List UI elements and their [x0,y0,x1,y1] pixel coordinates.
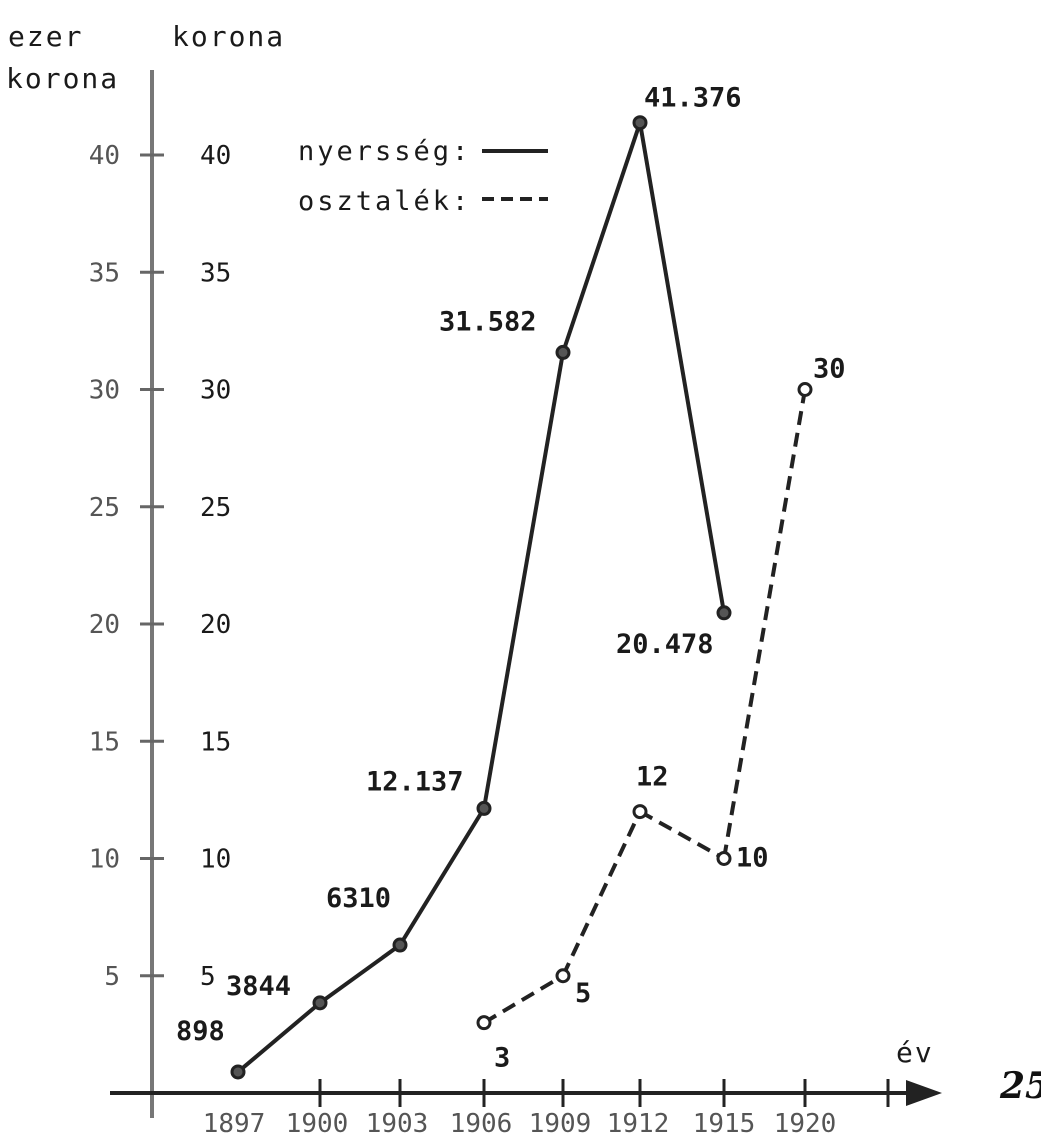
data-point [392,937,408,953]
series-nyersseg [230,115,732,1080]
data-point [632,115,648,131]
y-tick-label-right: 20 [200,610,231,640]
series-osztalek [476,382,813,1031]
data-label-osztalek: 5 [575,978,591,1009]
right-axis-label: korona [172,20,285,53]
data-label-nyersseg: 898 [176,1016,225,1047]
data-point [555,968,571,984]
y-tick-label-left: 20 [89,610,120,640]
data-point [312,995,328,1011]
data-label-nyersseg: 3844 [226,971,291,1002]
series-segment [236,1001,322,1074]
x-tick-label: 1903 [366,1109,429,1133]
x-tick-label: 1906 [450,1109,513,1133]
data-point [476,800,492,816]
x-axis-label: év [896,1036,934,1069]
y-tick-label-left: 25 [89,493,120,523]
data-point [230,1064,246,1080]
y-tick-label-right: 35 [200,258,231,288]
data-label-nyersseg: 12.137 [366,766,464,797]
left-axis-label-line1: ezer [8,20,83,53]
series-segment [639,809,725,861]
series-segment [482,352,565,809]
data-point [555,344,571,360]
y-tick-label-left: 5 [104,962,120,992]
data-point [476,1015,492,1031]
y-tick-label-left: 15 [89,727,120,757]
y-tick-label-right: 25 [200,493,231,523]
left-axis-label-line2: korona [6,62,119,95]
series-segment [561,810,642,977]
y-axis-ticks: 5 5 10 10 15 15 20 20 25 25 30 30 35 35 40 40 [89,141,232,992]
x-tick-label: 1915 [693,1109,756,1133]
y-tick-label-left: 10 [89,845,120,875]
x-tick-label: 1920 [774,1109,837,1133]
data-label-osztalek: 10 [736,843,769,874]
y-tick-label-left: 30 [89,376,120,406]
y-tick-label-left: 40 [89,141,120,171]
y-tick-label-right: 5 [200,962,216,992]
data-label-osztalek: 12 [636,762,669,793]
data-point [632,804,648,820]
y-tick-label-left: 35 [89,258,120,288]
x-tick-label: 1897 [203,1109,266,1133]
data-label-osztalek: 3 [494,1043,510,1074]
x-tick-label: 1900 [286,1109,349,1133]
series-segment [318,943,402,1005]
series-segment [482,974,565,1025]
data-label-nyersseg: 31.582 [439,306,537,337]
x-axis-ticks: 1897 1900 1903 1906 1909 1912 1915 1920 [203,1079,890,1133]
data-labels: 8983844631012.13731.58241.37620.47835121… [176,83,846,1074]
legend-label-nyersseg: nyersség: [298,136,471,167]
data-label-nyersseg: 20.478 [616,629,714,660]
series-segment [561,122,642,354]
legend: nyersség: osztalék: [298,136,548,217]
data-label-nyersseg: 6310 [326,883,391,914]
x-tick-label: 1912 [607,1109,670,1133]
series-segment [398,807,486,947]
y-tick-label-right: 40 [200,141,231,171]
series-segment [722,389,807,859]
legend-label-osztalek: osztalék: [298,186,471,217]
y-tick-label-right: 10 [200,845,231,875]
data-point [716,605,732,621]
data-point [797,382,813,397]
data-label-osztalek: 30 [813,354,846,385]
series-segment [638,122,726,614]
x-tick-label: 1909 [529,1109,592,1133]
y-tick-label-right: 15 [200,727,231,757]
x-axis-arrow [906,1080,942,1106]
data-label-nyersseg: 41.376 [644,83,742,114]
data-point [716,851,732,866]
page-number: 25 [999,1065,1041,1107]
y-tick-label-right: 30 [200,376,231,406]
